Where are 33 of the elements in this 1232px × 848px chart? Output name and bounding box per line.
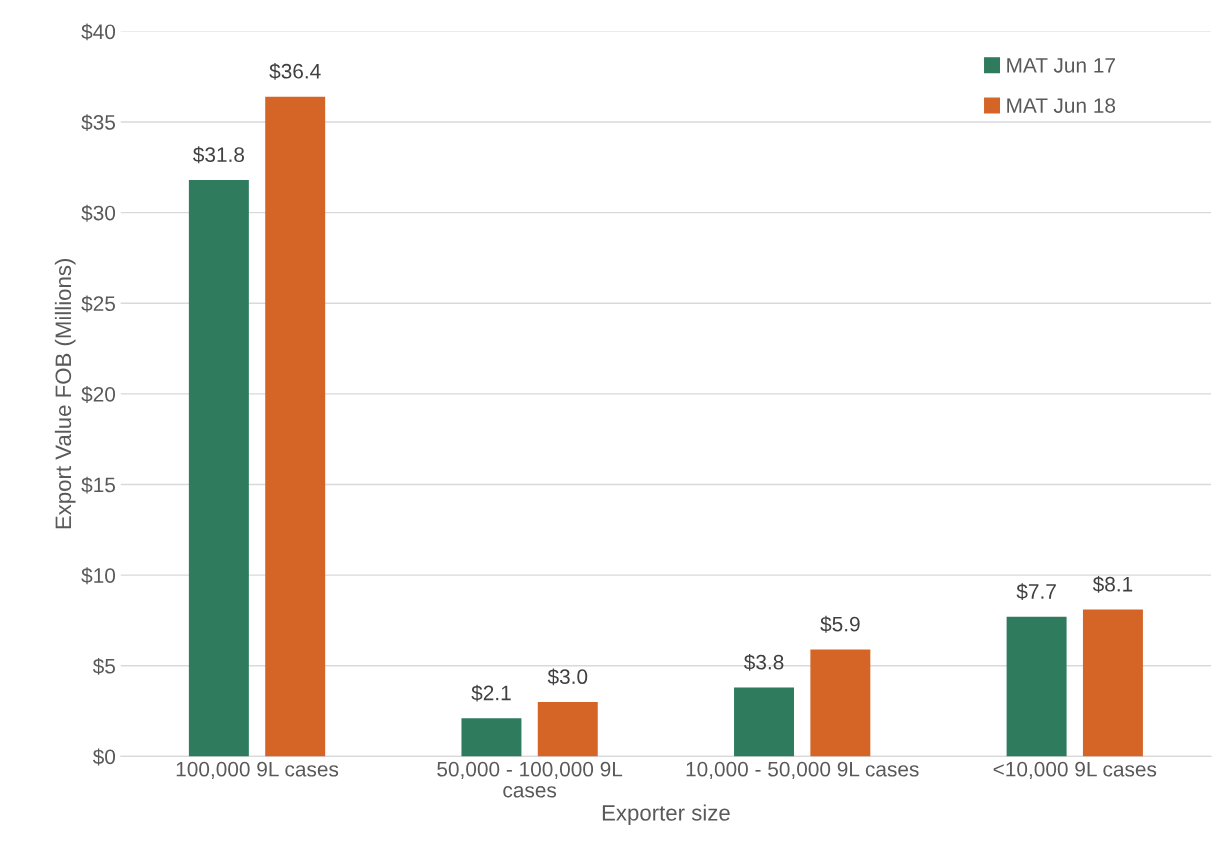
y-tick-label: $5	[92, 657, 115, 675]
data-label: $7.7	[1016, 583, 1056, 601]
legend-label: MAT Jun 18	[1007, 98, 1116, 113]
y-tick-label: $20	[81, 386, 116, 403]
bar	[810, 649, 871, 757]
x-tick-label: 100,000 9L cases	[176, 761, 339, 780]
bar	[734, 687, 795, 757]
y-tick-label: $0	[92, 748, 116, 766]
bar	[265, 96, 326, 757]
data-label: $31.8	[193, 146, 245, 164]
y-tick-label: $15	[81, 476, 115, 494]
x-axis-title: Exporter size	[602, 804, 730, 826]
y-tick-label: $35	[81, 114, 115, 131]
y-axis-title: Export Value FOB (Millions)	[54, 259, 76, 529]
y-tick-label: $30	[81, 204, 116, 222]
data-label: $8.1	[1092, 575, 1133, 593]
data-label: $5.9	[820, 615, 860, 633]
bar	[188, 180, 249, 757]
bar	[461, 718, 522, 757]
bar	[537, 702, 598, 757]
y-tick-label: $40	[81, 23, 116, 41]
data-label: $3.8	[743, 653, 784, 671]
x-tick-label: <10,000 9L cases	[993, 761, 1157, 780]
bar	[1082, 609, 1143, 757]
y-tick-label: $10	[81, 567, 116, 585]
x-tick-label: 10,000 - 50,000 9L cases	[686, 761, 919, 780]
data-label: $36.4	[269, 62, 321, 80]
bar	[1006, 616, 1067, 757]
data-label: $3.0	[547, 668, 588, 686]
x-tick-label: 50,000 - 100,000 9L cases	[437, 761, 623, 798]
legend-label: MAT Jun 17	[1007, 58, 1115, 73]
data-label: $2.1	[471, 684, 511, 702]
y-tick-label: $25	[81, 295, 115, 313]
